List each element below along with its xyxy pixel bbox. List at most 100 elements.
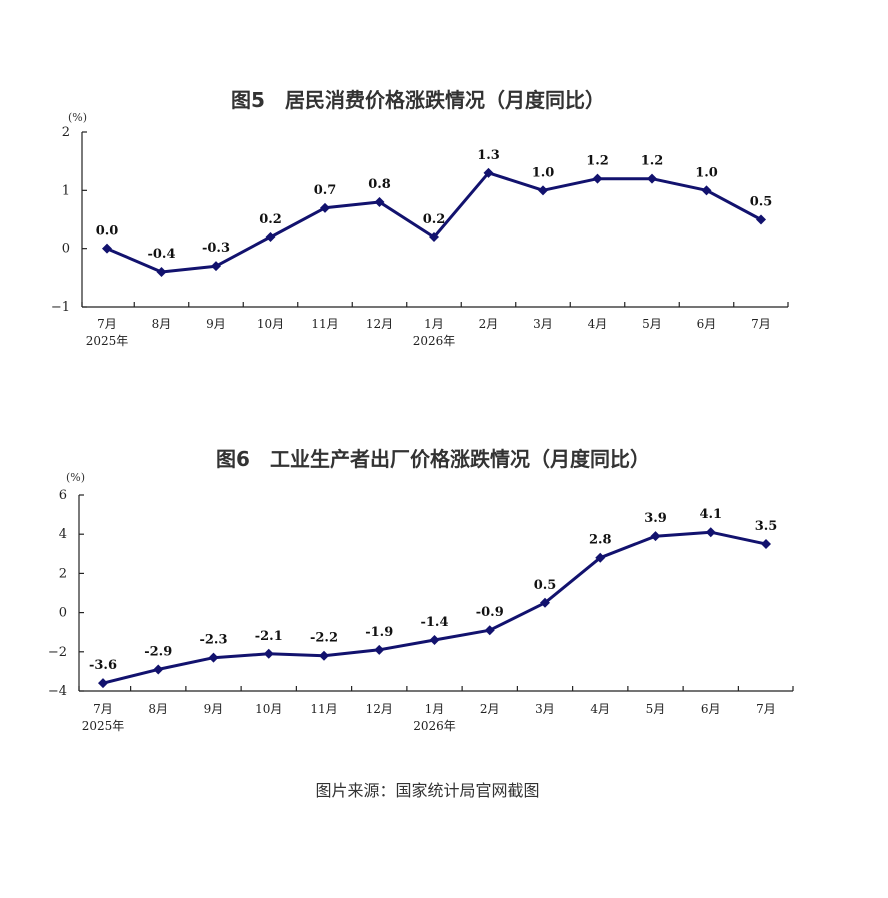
data-label: -2.1	[255, 629, 283, 644]
data-point	[211, 261, 221, 272]
data-label: 3.9	[644, 511, 667, 526]
data-label: 1.3	[477, 148, 500, 163]
y-tick-label: 6	[59, 488, 67, 503]
x-tick-label: 12月	[366, 317, 393, 331]
y-tick-label: 2	[62, 125, 70, 140]
data-label: 0.5	[534, 578, 557, 593]
x-tick-label: 6月	[697, 317, 717, 331]
data-point	[595, 552, 606, 563]
data-point	[647, 173, 657, 184]
image-source-caption: 图片来源：国家统计局官网截图	[315, 781, 540, 800]
data-point	[650, 531, 661, 542]
x-tick-label: 11月	[311, 317, 338, 331]
data-point	[592, 173, 603, 184]
ppi-chart: 图6 工业生产者出厂价格涨跌情况（月度同比） (%) −4 −2 0 2 4 6 7月 2025年…	[48, 447, 794, 733]
data-label: 1.2	[641, 154, 664, 169]
data-point	[263, 648, 274, 659]
x-tick-label: 9月	[204, 702, 224, 716]
data-label: -1.4	[420, 615, 448, 630]
data-point	[538, 185, 548, 196]
y-tick-label: 2	[59, 566, 67, 581]
x-tick-label: 8月	[148, 702, 168, 716]
data-point	[319, 650, 329, 661]
x-tick-label: 9月	[206, 317, 226, 331]
data-label: -0.9	[476, 605, 504, 620]
data-point	[153, 664, 164, 675]
data-point	[208, 652, 219, 663]
data-point	[102, 243, 112, 254]
data-label: 0.2	[423, 212, 446, 227]
x-tick-label: 3月	[535, 702, 555, 716]
data-label: 0.5	[750, 195, 773, 210]
y-tick-label: −1	[51, 300, 70, 315]
x-year-label: 2025年	[86, 334, 129, 348]
data-label: 0.8	[368, 177, 391, 192]
x-tick-label: 4月	[588, 317, 608, 331]
data-label: 1.0	[532, 165, 555, 180]
data-label: -2.9	[144, 644, 172, 659]
x-tick-label: 3月	[533, 317, 553, 331]
x-tick-label: 7月	[97, 317, 117, 331]
data-label: 1.0	[695, 165, 718, 180]
x-tick-label: 6月	[701, 702, 721, 716]
data-point	[429, 635, 440, 646]
data-point	[483, 167, 494, 178]
data-label: 4.1	[699, 507, 722, 522]
x-tick-label: 1月	[425, 702, 445, 716]
data-point	[265, 232, 276, 242]
x-tick-label: 7月	[751, 317, 771, 331]
data-point	[540, 597, 550, 608]
x-tick-label: 7月	[756, 702, 776, 716]
x-tick-label: 5月	[642, 317, 662, 331]
x-tick-label: 10月	[257, 317, 284, 331]
x-tick-label: 7月	[93, 702, 113, 716]
x-year-label: 2026年	[413, 719, 456, 733]
data-label: -2.2	[310, 631, 338, 646]
data-point	[701, 185, 712, 196]
data-point	[320, 202, 330, 213]
chart-title: 图6 工业生产者出厂价格涨跌情况（月度同比）	[216, 447, 650, 471]
data-label: -0.4	[147, 247, 175, 262]
data-label: 2.8	[589, 533, 612, 548]
cpi-chart: 图5 居民消费价格涨跌情况（月度同比） (%) −1 0 1 2 7月 2025年 8月 9月 10…	[51, 88, 789, 348]
y-tick-label: 1	[62, 183, 70, 198]
x-tick-label: 8月	[152, 317, 172, 331]
data-point	[705, 527, 716, 538]
y-unit-label: (%)	[66, 471, 85, 484]
data-label: -1.9	[365, 625, 393, 640]
data-point	[98, 678, 108, 689]
x-tick-label: 12月	[366, 702, 393, 716]
x-tick-label: 2月	[480, 702, 500, 716]
data-point	[156, 267, 167, 277]
y-tick-label: 0	[62, 242, 70, 257]
x-tick-label: 1月	[424, 317, 444, 331]
data-point	[761, 539, 771, 549]
x-tick-label: 5月	[646, 702, 666, 716]
data-label: 0.2	[259, 212, 282, 227]
data-point	[429, 232, 439, 242]
data-point	[374, 197, 385, 207]
x-year-label: 2026年	[413, 334, 456, 348]
data-point	[374, 644, 385, 655]
x-tick-label: 11月	[310, 702, 337, 716]
data-point	[756, 214, 766, 225]
data-label: 0.0	[96, 224, 119, 239]
data-label: 1.2	[586, 154, 609, 169]
y-tick-label: 0	[59, 606, 67, 621]
data-label: 0.7	[314, 183, 337, 198]
data-point	[484, 625, 495, 636]
data-label: -0.3	[202, 241, 230, 256]
x-tick-label: 10月	[255, 702, 282, 716]
y-tick-label: −2	[48, 645, 67, 660]
y-tick-label: −4	[48, 684, 67, 699]
data-label: -2.3	[199, 633, 227, 648]
x-year-label: 2025年	[82, 719, 125, 733]
y-tick-label: 4	[59, 527, 67, 542]
y-unit-label: (%)	[68, 111, 87, 124]
x-tick-label: 2月	[479, 317, 499, 331]
chart-title: 图5 居民消费价格涨跌情况（月度同比）	[231, 88, 605, 112]
series-line	[102, 530, 767, 685]
data-label: 3.5	[755, 519, 778, 534]
x-tick-label: 4月	[590, 702, 610, 716]
data-label: -3.6	[89, 658, 117, 673]
